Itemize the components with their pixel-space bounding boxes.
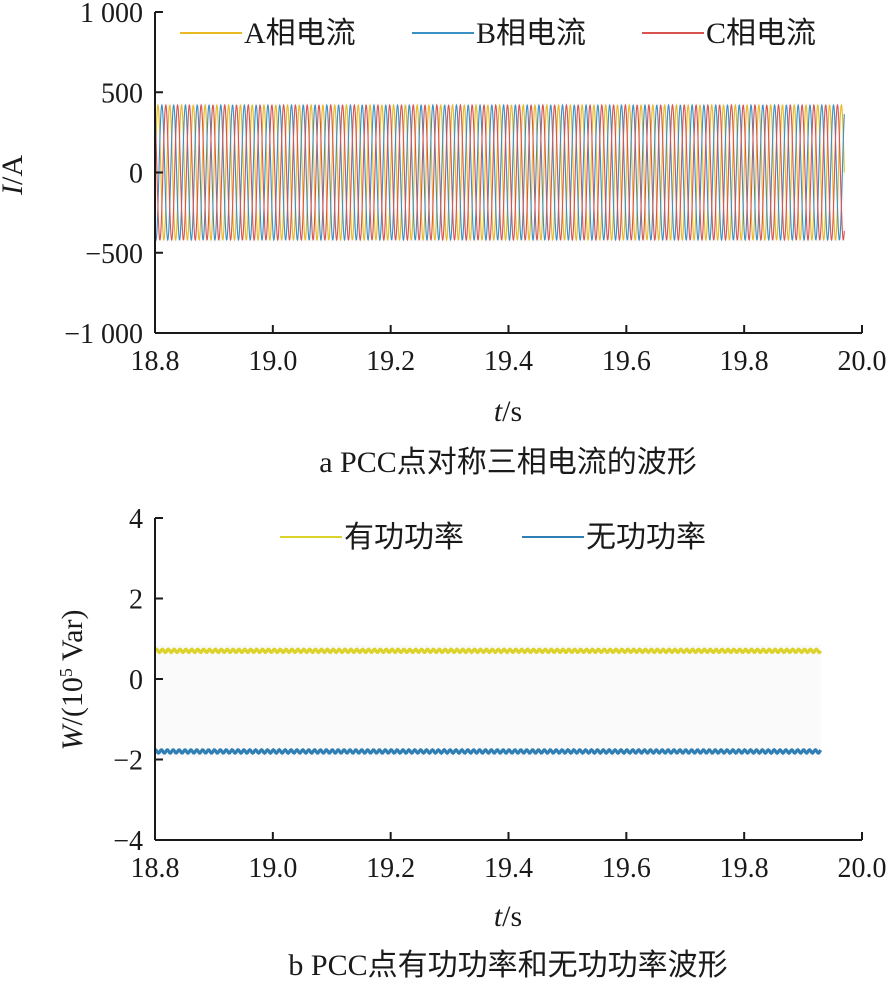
chart-a-y-unit: /A xyxy=(0,155,29,185)
chart-b-caption: b PCC点有功功率和无功功率波形 xyxy=(288,949,727,982)
y-tick-label: −2 xyxy=(113,746,143,777)
legend-label: C相电流 xyxy=(706,17,816,50)
x-tick-label: 19.4 xyxy=(484,853,533,884)
chart-a-x-axis-title: t/s xyxy=(494,395,522,428)
chart-a-y-axis-title: I/A xyxy=(0,155,29,196)
y-tick-label: −500 xyxy=(85,239,143,270)
y-tick-label: −1 000 xyxy=(64,319,143,350)
y-tick-label: 4 xyxy=(129,504,143,535)
legend-label: 有功功率 xyxy=(344,521,464,554)
x-tick-label: 19.8 xyxy=(720,853,769,884)
x-tick-label: 19.6 xyxy=(602,853,651,884)
chart-a-legend: A相电流 B相电流 C相电流 xyxy=(180,17,816,50)
chart-a-x-var: t xyxy=(494,395,503,428)
chart-a-series-group xyxy=(154,103,845,242)
y-tick-label: −4 xyxy=(113,826,143,857)
chart-a-three-phase-current: 18.8 19.0 19.2 19.4 19.6 19.8 20.0 1 000 500 0 −50… xyxy=(0,0,887,479)
chart-b-x-var: t xyxy=(494,900,503,933)
y-tick-label: 1 000 xyxy=(80,0,143,29)
x-tick-label: 20.0 xyxy=(838,346,887,377)
chart-a-x-unit: /s xyxy=(502,395,522,428)
x-tick-label: 18.8 xyxy=(131,853,180,884)
chart-b-power: 18.8 19.0 19.2 19.4 19.6 19.8 20.0 4 2 0 −2 −4 有功功率… xyxy=(56,504,887,982)
chart-b-x-axis-title: t/s xyxy=(494,900,522,933)
x-tick-label: 19.4 xyxy=(484,346,533,377)
x-tick-label: 19.0 xyxy=(248,346,297,377)
chart-b-x-unit: /s xyxy=(502,900,522,933)
y-tick-label: 0 xyxy=(129,665,143,696)
x-tick-label: 19.8 xyxy=(720,346,769,377)
series-line-phase-c xyxy=(154,103,845,242)
series-line-phase-a xyxy=(154,103,845,242)
x-tick-label: 19.6 xyxy=(602,346,651,377)
chart-b-y-unit: /(10 xyxy=(56,677,89,725)
chart-b-y-unit-end: Var) xyxy=(56,610,89,669)
x-tick-label: 19.0 xyxy=(248,853,297,884)
chart-b-y-sup: 5 xyxy=(56,668,76,677)
chart-b-y-axis-title: W/(105 Var) xyxy=(56,610,89,751)
y-tick-label: 2 xyxy=(129,585,143,616)
y-tick-label: 500 xyxy=(101,78,143,109)
chart-a-caption: a PCC点对称三相电流的波形 xyxy=(319,446,697,479)
plot-region-shade xyxy=(155,644,821,758)
chart-b-axes: 18.8 19.0 19.2 19.4 19.6 19.8 20.0 4 2 0 −2 −4 xyxy=(113,504,886,884)
chart-a-axes: 18.8 19.0 19.2 19.4 19.6 19.8 20.0 1 000 500 0 −50… xyxy=(64,0,886,377)
x-tick-label: 19.2 xyxy=(366,346,415,377)
legend-label: 无功功率 xyxy=(586,521,706,554)
legend-label: A相电流 xyxy=(244,17,356,50)
series-line-reactive-power xyxy=(154,747,823,755)
y-tick-label: 0 xyxy=(129,159,143,190)
series-line-active-power xyxy=(153,647,823,655)
legend-label: B相电流 xyxy=(476,17,586,50)
x-tick-label: 19.2 xyxy=(366,853,415,884)
chart-a-y-var: I xyxy=(0,183,29,196)
x-tick-label: 20.0 xyxy=(838,853,887,884)
x-tick-label: 18.8 xyxy=(131,346,180,377)
chart-b-y-var: W xyxy=(56,722,89,750)
chart-b-legend: 有功功率 无功功率 xyxy=(280,521,706,554)
chart-b-series-group xyxy=(153,644,823,758)
